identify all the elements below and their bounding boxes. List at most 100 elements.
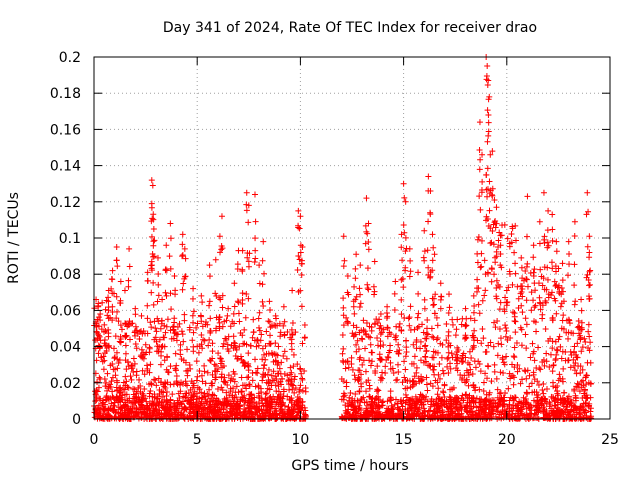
data-point: [132, 323, 139, 330]
data-point: [489, 148, 496, 155]
data-point: [567, 396, 574, 403]
data-point: [167, 235, 174, 242]
data-point: [197, 312, 204, 319]
data-point: [237, 329, 244, 336]
data-point: [94, 379, 101, 386]
data-point: [395, 406, 402, 413]
data-point: [473, 413, 480, 420]
data-point: [576, 388, 583, 395]
data-point: [560, 411, 567, 418]
data-point: [246, 250, 253, 257]
data-point: [558, 285, 565, 292]
data-point: [371, 288, 378, 295]
data-point: [406, 322, 413, 329]
data-point: [476, 386, 483, 393]
data-point: [502, 294, 509, 301]
data-point: [559, 375, 566, 382]
data-point: [449, 408, 456, 415]
x-tick-label: 15: [395, 432, 413, 448]
data-point: [284, 328, 291, 335]
data-point: [425, 408, 432, 415]
data-point: [251, 259, 258, 266]
data-point: [559, 260, 566, 267]
data-point: [101, 329, 108, 336]
data-point: [120, 385, 127, 392]
data-point: [350, 322, 357, 329]
data-point: [560, 312, 567, 319]
data-point: [136, 376, 143, 383]
data-point: [424, 317, 431, 324]
data-point: [441, 382, 448, 389]
data-point: [128, 409, 135, 416]
data-point: [475, 285, 482, 292]
data-point: [264, 371, 271, 378]
data-point: [265, 318, 272, 325]
data-point: [262, 403, 269, 410]
data-point: [95, 332, 102, 339]
data-point: [189, 312, 196, 319]
data-point: [577, 369, 584, 376]
data-point: [549, 211, 556, 218]
data-point: [530, 397, 537, 404]
data-point: [266, 386, 273, 393]
data-point: [260, 238, 267, 245]
data-point: [537, 306, 544, 313]
data-point: [410, 341, 417, 348]
data-point: [299, 387, 306, 394]
data-point: [583, 412, 590, 419]
data-point: [114, 308, 121, 315]
data-point: [143, 362, 150, 369]
y-tick-label: 0.2: [59, 50, 81, 66]
data-point: [481, 409, 488, 416]
data-point: [439, 402, 446, 409]
data-point: [260, 365, 267, 372]
data-point: [476, 310, 483, 317]
data-point: [582, 400, 589, 407]
data-point: [205, 342, 212, 349]
data-point: [290, 351, 297, 358]
data-point: [559, 348, 566, 355]
data-point: [572, 367, 579, 374]
data-point: [220, 404, 227, 411]
data-point: [259, 400, 266, 407]
data-point: [586, 249, 593, 256]
data-point: [182, 255, 189, 262]
data-point: [239, 382, 246, 389]
data-point: [147, 319, 154, 326]
data-point: [399, 275, 406, 282]
data-point: [432, 349, 439, 356]
data-point: [502, 411, 509, 418]
data-point: [298, 370, 305, 377]
data-point: [535, 382, 542, 389]
data-point: [219, 245, 226, 252]
data-point: [92, 398, 99, 405]
data-point: [510, 381, 517, 388]
data-point: [464, 399, 471, 406]
data-point: [246, 409, 253, 416]
data-point: [262, 342, 269, 349]
data-point: [417, 391, 424, 398]
data-point: [531, 304, 538, 311]
data-point: [130, 355, 137, 362]
data-point: [214, 365, 221, 372]
data-point: [530, 297, 537, 304]
data-point: [146, 344, 153, 351]
data-point: [424, 387, 431, 394]
data-point: [534, 394, 541, 401]
data-point: [151, 394, 158, 401]
data-point: [288, 395, 295, 402]
data-point: [341, 392, 348, 399]
data-point: [95, 303, 102, 310]
data-point: [413, 364, 420, 371]
data-point: [485, 363, 492, 370]
data-point: [115, 359, 122, 366]
data-point: [208, 380, 215, 387]
data-point: [249, 334, 256, 341]
data-point: [432, 291, 439, 298]
data-point: [479, 151, 486, 158]
data-point: [107, 362, 114, 369]
data-point: [136, 335, 143, 342]
data-point: [105, 298, 112, 305]
data-point: [500, 370, 507, 377]
data-point: [540, 381, 547, 388]
